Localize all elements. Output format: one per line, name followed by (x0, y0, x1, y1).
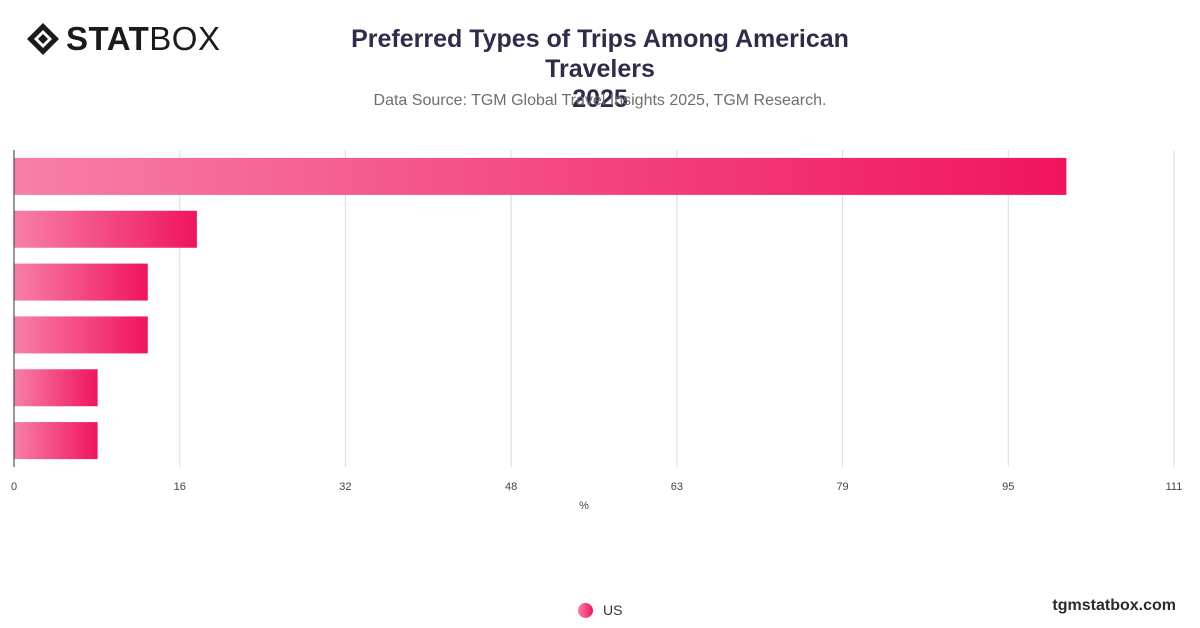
legend[interactable]: US (578, 602, 622, 618)
bar[interactable] (14, 157, 1067, 195)
chart-title: Preferred Types of Trips Among American … (300, 24, 900, 114)
bar[interactable] (14, 210, 197, 248)
x-tick-label: 48 (505, 481, 517, 493)
bar[interactable] (14, 316, 148, 354)
legend-label: US (603, 602, 623, 618)
chart-subtitle: Data Source: TGM Global Travel Insights … (373, 92, 827, 109)
x-tick-label: 79 (836, 481, 848, 493)
bar[interactable] (14, 422, 98, 460)
footer-site: tgmstatbox.com (1052, 597, 1176, 614)
brand-wordmark: STATBOX (66, 22, 220, 56)
bar-chart: 0 16 32 48 63 79 95 111% (11, 150, 1183, 512)
x-tick-label: 16 (174, 481, 186, 493)
chart-title-line1: Preferred Types of Trips Among American … (351, 25, 849, 83)
brand-wordmark-bold: STAT (66, 20, 150, 57)
x-tick-label: 0 (11, 481, 17, 493)
x-tick-label: 95 (1002, 481, 1014, 493)
chart-title-line2: 2025 (572, 85, 628, 113)
x-tick-label: 63 (671, 481, 683, 493)
brand-logo: STATBOX (26, 22, 220, 56)
x-axis-label: % (579, 500, 589, 512)
bar[interactable] (14, 263, 148, 301)
legend-marker (578, 602, 593, 618)
bar[interactable] (14, 369, 98, 407)
statbox-logo-icon (27, 23, 59, 55)
x-tick-label: 32 (339, 481, 351, 493)
brand-wordmark-light: BOX (149, 20, 221, 57)
x-tick-label: 111 (1166, 481, 1183, 493)
